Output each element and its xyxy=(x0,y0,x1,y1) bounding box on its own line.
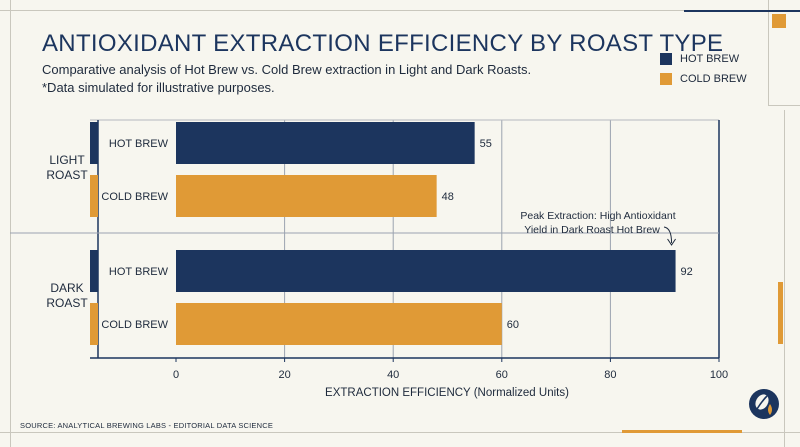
x-tick-label-5: 100 xyxy=(710,369,728,381)
annotation-arrowhead xyxy=(667,238,676,246)
frame-line-right xyxy=(768,0,769,105)
x-axis-title: EXTRACTION EFFICIENCY (Normalized Units) xyxy=(325,387,569,399)
legend-swatch-hot-brew xyxy=(660,53,672,65)
bar-category-label-cold-brew-light-roast: COLD BREW xyxy=(101,191,168,203)
axis-stub-hot-brew-light-roast xyxy=(90,122,98,164)
frame-line-right-lower xyxy=(784,110,785,447)
data-label-hot-brew-light-roast: 55 xyxy=(480,138,492,150)
group-label-line: LIGHT xyxy=(49,153,85,167)
frame-accent-right xyxy=(778,282,783,344)
frame-accent-corner xyxy=(772,14,786,28)
data-label-hot-brew-dark-roast: 92 xyxy=(681,266,693,278)
source-note: SOURCE: ANALYTICAL BREWING LABS - EDITOR… xyxy=(20,421,274,430)
data-label-cold-brew-dark-roast: 60 xyxy=(507,319,519,331)
x-tick-label-1: 20 xyxy=(278,369,290,381)
group-label-line: DARK xyxy=(50,281,83,295)
legend-item-cold-brew: COLD BREW xyxy=(660,72,747,86)
bar-cold-brew-light-roast xyxy=(176,175,437,217)
bar-cold-brew-dark-roast xyxy=(176,303,502,345)
bar-category-label-cold-brew-dark-roast: COLD BREW xyxy=(101,319,168,331)
annotation-line: Yield in Dark Roast Hot Brew xyxy=(524,224,660,236)
bar-category-label-hot-brew-light-roast: HOT BREW xyxy=(109,138,169,150)
legend-item-hot-brew: HOT BREW xyxy=(660,52,739,66)
annotation-peak-extraction: Peak Extraction: High Antioxidant Yield i… xyxy=(520,210,675,236)
x-tick-label-4: 80 xyxy=(604,369,616,381)
legend-label-hot-brew: HOT BREW xyxy=(680,53,740,65)
frame-line-right-h xyxy=(768,105,800,106)
frame-line-bottom xyxy=(0,432,800,433)
x-tick-label-0: 0 xyxy=(173,369,179,381)
frame-line-top xyxy=(0,10,800,11)
axis-stub-hot-brew-dark-roast xyxy=(90,250,98,292)
bar-category-label-hot-brew-dark-roast: HOT BREW xyxy=(109,266,169,278)
group-label-light-roast: LIGHT ROAST xyxy=(46,153,88,182)
bar-hot-brew-light-roast xyxy=(176,122,475,164)
data-label-cold-brew-light-roast: 48 xyxy=(442,191,454,203)
frame-accent-top xyxy=(684,10,800,12)
chart-subtitle: Comparative analysis of Hot Brew vs. Col… xyxy=(42,62,532,77)
group-label-line: ROAST xyxy=(46,296,88,310)
group-label-line: ROAST xyxy=(46,168,88,182)
legend-swatch-cold-brew xyxy=(660,73,672,85)
bar-hot-brew-dark-roast xyxy=(176,250,676,292)
axis-stub-cold-brew-dark-roast xyxy=(90,303,98,345)
chart-disclaimer: *Data simulated for illustrative purpose… xyxy=(42,80,275,95)
frame-accent-bottom xyxy=(622,430,742,433)
legend-label-cold-brew: COLD BREW xyxy=(680,73,747,85)
coffee-bean-drop-icon xyxy=(749,389,779,419)
frame-line-left xyxy=(10,0,11,447)
chart-title: ANTIOXIDANT EXTRACTION EFFICIENCY BY ROA… xyxy=(42,30,724,57)
x-tick-label-3: 60 xyxy=(496,369,508,381)
annotation-line: Peak Extraction: High Antioxidant xyxy=(520,210,675,222)
x-tick-label-2: 40 xyxy=(387,369,399,381)
axis-stub-cold-brew-light-roast xyxy=(90,175,98,217)
annotation-arrow xyxy=(663,226,673,244)
group-label-dark-roast: DARK ROAST xyxy=(46,281,88,310)
